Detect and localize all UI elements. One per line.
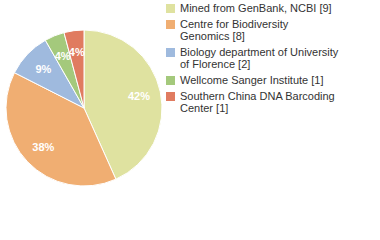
legend-item: Centre for Biodiversity Genomics [8] [166,18,376,42]
legend-swatch [166,20,175,29]
legend-label: Biology department of University of Flor… [180,46,340,70]
pie-area: 42%38%9%4%4% [0,0,170,240]
legend-label: Southern China DNA Barcoding Center [1] [180,90,340,114]
legend-swatch [166,92,175,101]
legend-label: Wellcome Sanger Institute [1] [180,74,340,86]
legend-item: Biology department of University of Flor… [166,46,376,70]
legend-swatch [166,4,175,13]
legend: Mined from GenBank, NCBI [9] Centre for B… [166,2,376,118]
legend-label: Mined from GenBank, NCBI [9] [180,2,340,14]
legend-swatch [166,48,175,57]
legend-item: Southern China DNA Barcoding Center [1] [166,90,376,114]
legend-item: Mined from GenBank, NCBI [9] [166,2,376,14]
data-label: 9% [35,63,51,75]
legend-label: Centre for Biodiversity Genomics [8] [180,18,340,42]
legend-item: Wellcome Sanger Institute [1] [166,74,376,86]
data-label: 38% [32,141,54,153]
pie-slice [64,30,84,108]
data-label: 4% [69,46,85,58]
legend-swatch [166,76,175,85]
data-label: 42% [128,90,150,102]
